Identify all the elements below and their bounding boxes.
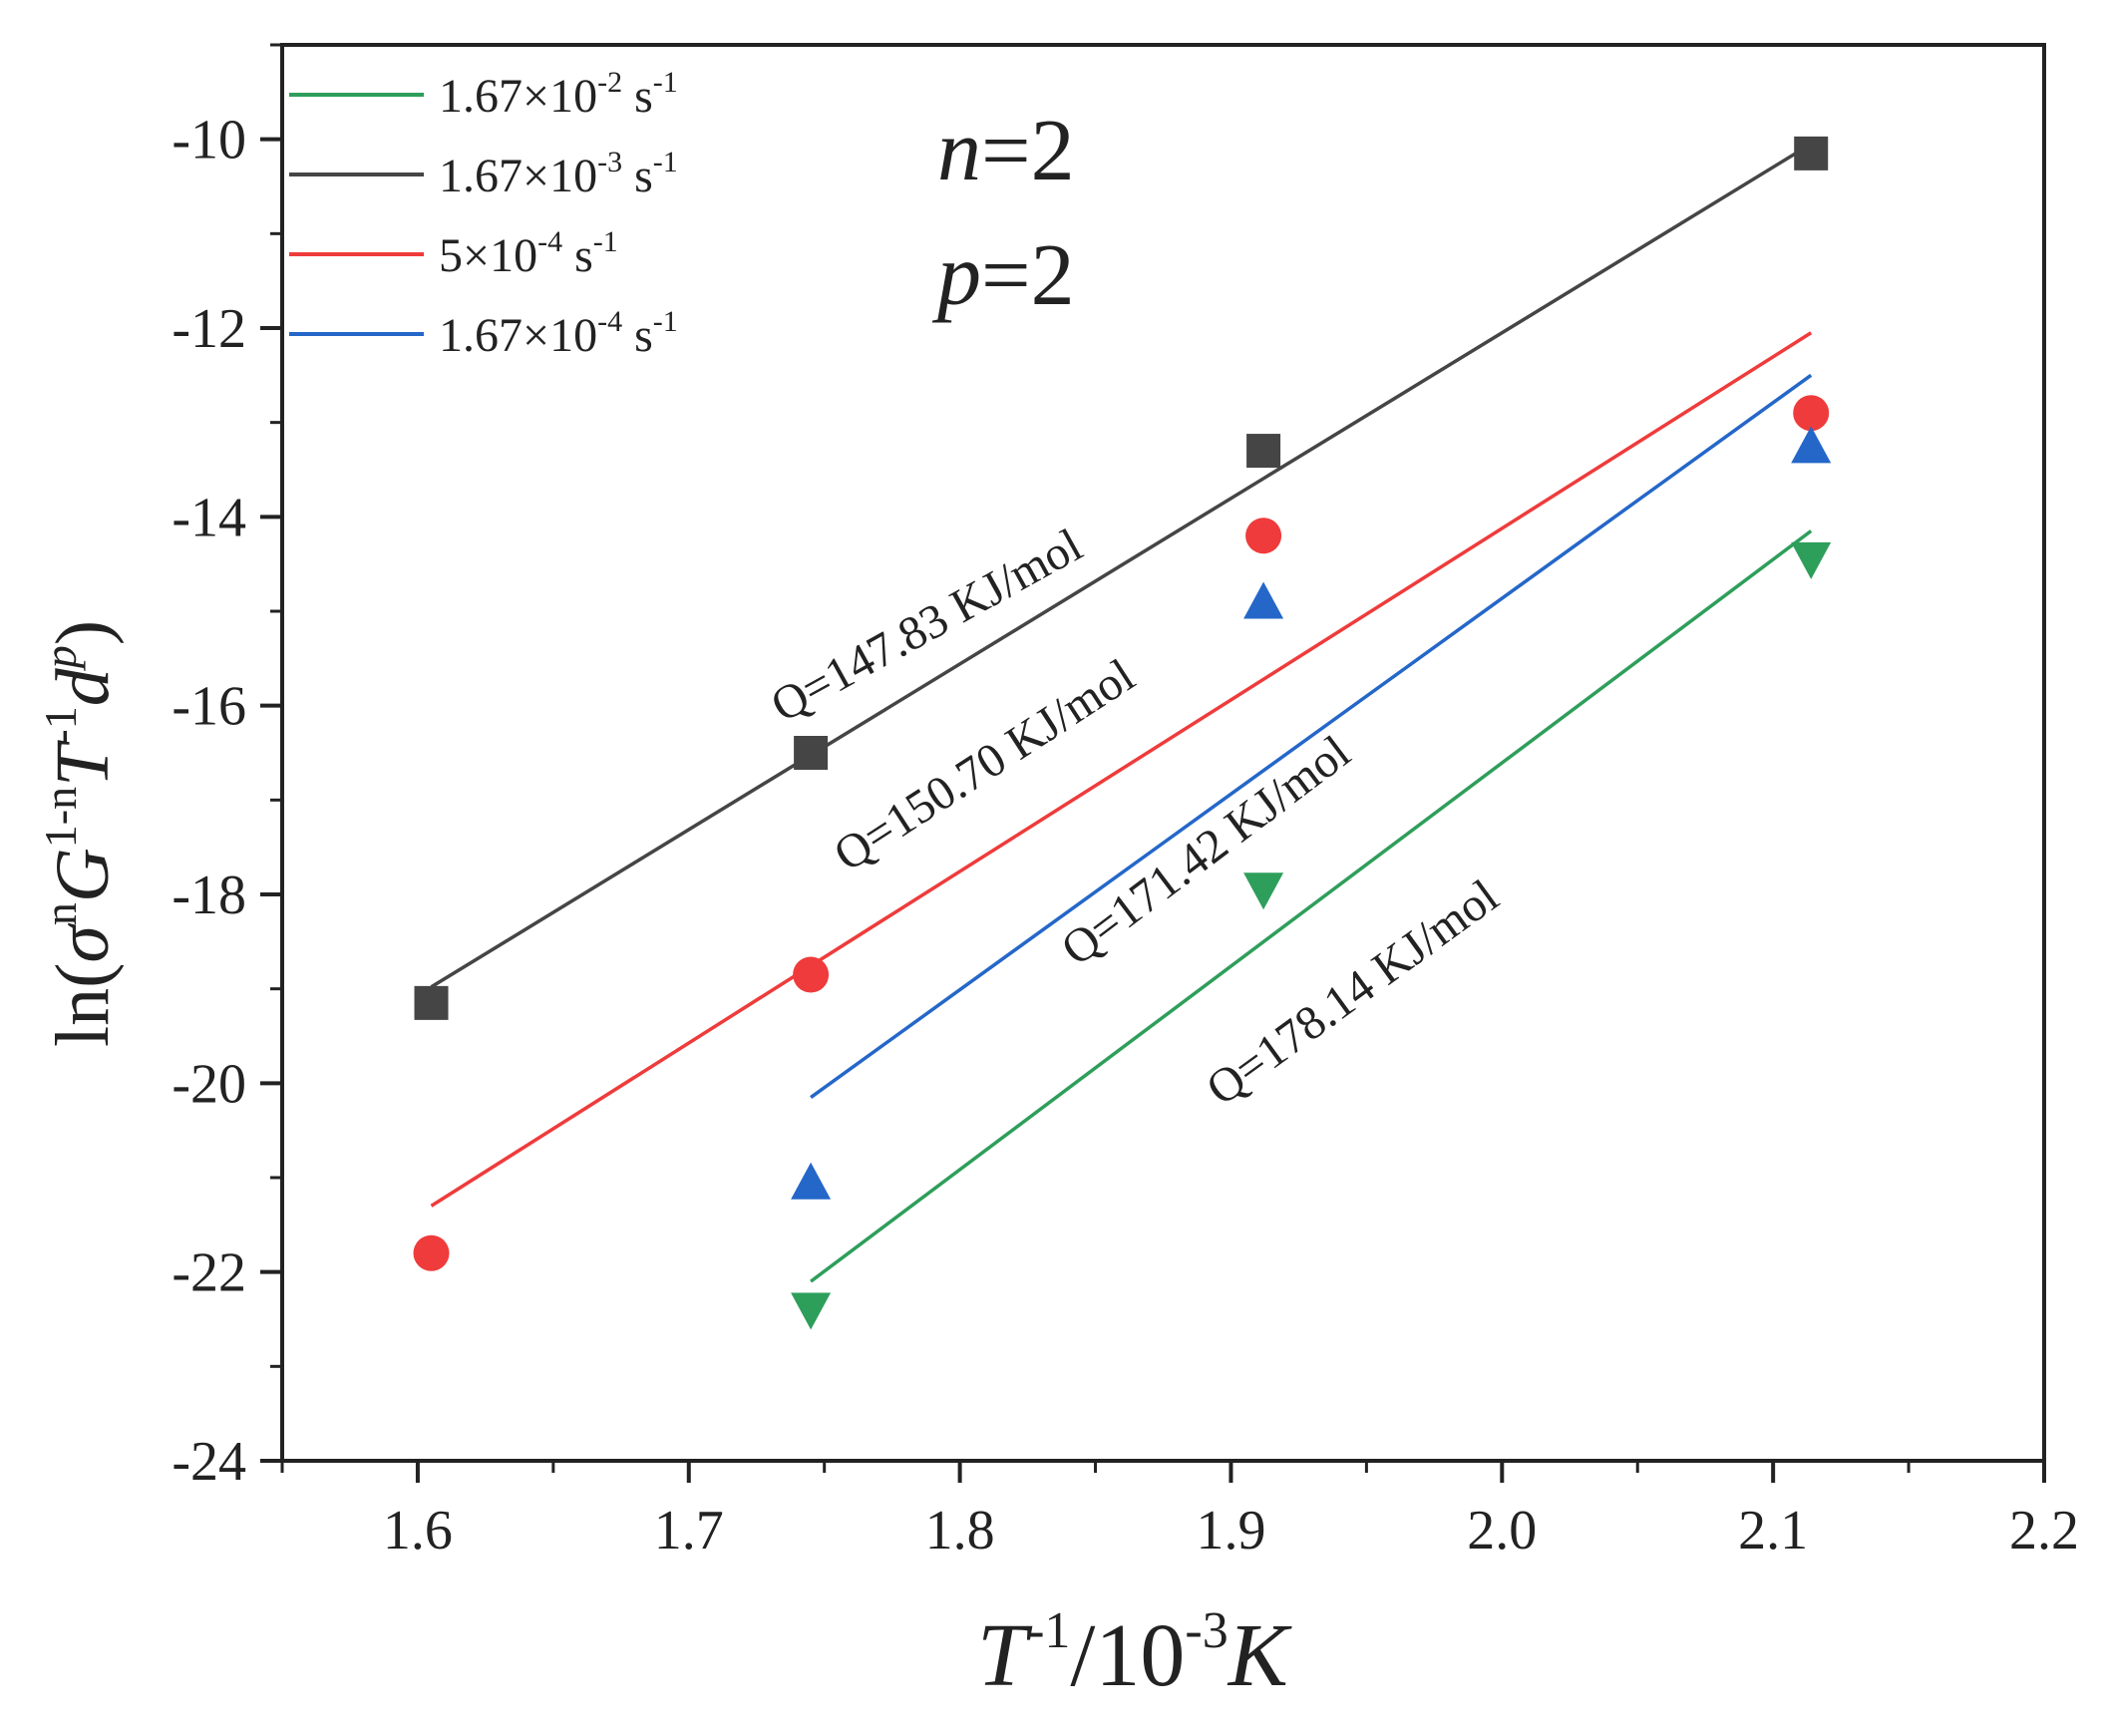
q-label-green: Q=178.14 KJ/mol	[1197, 869, 1508, 1116]
y-title-sup4: p	[35, 645, 86, 671]
param-n: n=2	[937, 103, 1075, 199]
param-p: p=2	[931, 227, 1075, 324]
x-tick-label: 1.7	[654, 1500, 724, 1562]
x-axis-title-rest: /10	[1070, 1606, 1185, 1705]
y-axis-title: ln(σnG1-nT-1dp)	[35, 620, 125, 1047]
data-point-circle	[1245, 518, 1282, 554]
data-point-triangle-up	[1791, 426, 1832, 464]
data-point-square	[1246, 434, 1281, 469]
fit-line	[810, 373, 1813, 1099]
y-tick-label: -16	[172, 676, 246, 738]
param-n-symbol: n	[937, 103, 981, 199]
data-markers	[413, 136, 1832, 1330]
y-tick-label: -20	[172, 1053, 246, 1115]
legend: 1.67×10-2 s-11.67×10-3 s-15×10-4 s-11.67…	[289, 66, 678, 362]
y-title-suffix: )	[41, 620, 125, 645]
x-axis-title-base: T	[977, 1606, 1033, 1705]
fit-lines	[430, 142, 1813, 1283]
axis-ticks: 1.6 1.7 1.8 1.9 2.0 2.1 2.2 -24 -22 -20 -18 -16 -14 -…	[172, 43, 2079, 1562]
fit-line	[430, 142, 1813, 989]
legend-label-unit: s	[622, 70, 653, 123]
x-axis-title-sup: -1	[1027, 1602, 1070, 1659]
y-title-t: T	[41, 740, 125, 787]
legend-label: 1.67×10-3 s-1	[439, 146, 678, 202]
x-tick-label: 1.9	[1196, 1500, 1265, 1562]
y-tick-label: -10	[172, 110, 246, 172]
y-title-sup3: -1	[35, 706, 86, 744]
data-point-triangle-down	[1243, 872, 1284, 910]
legend-label-exponent: -4	[537, 225, 562, 258]
data-point-circle	[793, 956, 830, 993]
x-axis-title-unit: K	[1227, 1606, 1292, 1705]
data-point-square	[414, 985, 449, 1020]
x-tick-label: 2.2	[2009, 1500, 2079, 1562]
y-tick-label: -12	[172, 298, 246, 360]
legend-label: 1.67×10-2 s-1	[439, 66, 678, 123]
x-tick-label: 2.1	[1738, 1500, 1808, 1562]
x-tick-label: 1.6	[383, 1500, 453, 1562]
param-p-value: =2	[981, 227, 1075, 324]
legend-label-unit-exponent: -1	[653, 66, 678, 99]
data-point-circle	[1793, 395, 1830, 432]
y-tick-label: -18	[172, 865, 246, 926]
legend-label-unit-exponent: -1	[593, 225, 618, 258]
data-point-triangle-down	[791, 1292, 832, 1330]
x-axis-title-sup2: -3	[1185, 1602, 1227, 1659]
fit-line	[430, 331, 1813, 1208]
x-tick-label: 2.0	[1467, 1500, 1537, 1562]
x-tick-label: 1.8	[925, 1500, 995, 1562]
y-title-sigma: σ	[41, 923, 125, 963]
y-title-sup1: n	[35, 902, 86, 925]
legend-label-exponent: -2	[597, 66, 622, 99]
param-n-value: =2	[981, 103, 1075, 199]
data-point-triangle-up	[791, 1162, 832, 1200]
legend-label-mantissa: 1.67×10	[439, 309, 597, 362]
y-title-g: G	[41, 848, 125, 902]
legend-label-mantissa: 1.67×10	[439, 70, 597, 123]
y-title-sup2: 1-n	[35, 787, 86, 848]
param-p-symbol: p	[931, 227, 981, 324]
legend-label-unit: s	[562, 229, 593, 282]
plot-frame	[280, 43, 2046, 1463]
y-tick-label: -24	[172, 1431, 246, 1493]
legend-label-unit-exponent: -1	[653, 305, 678, 338]
y-title-d: d	[41, 667, 125, 706]
activation-energy-labels: Q=147.83 KJ/mol Q=150.70 KJ/mol Q=171.42…	[763, 519, 1509, 1116]
data-point-triangle-down	[1791, 541, 1832, 579]
legend-label-mantissa: 5×10	[439, 229, 537, 282]
legend-label: 5×10-4 s-1	[439, 225, 618, 282]
legend-label-unit: s	[622, 309, 653, 362]
legend-label-unit: s	[622, 150, 653, 202]
fit-line	[810, 529, 1813, 1283]
data-point-square	[1794, 136, 1829, 171]
y-tick-label: -22	[172, 1242, 246, 1304]
y-tick-label: -14	[172, 487, 246, 548]
legend-label-exponent: -4	[597, 305, 622, 338]
data-point-triangle-up	[1243, 581, 1284, 619]
data-point-circle	[413, 1234, 450, 1271]
y-title-prefix: ln(	[41, 963, 125, 1047]
legend-label-exponent: -3	[597, 146, 622, 178]
data-point-square	[794, 736, 829, 770]
q-label-blue: Q=171.42 KJ/mol	[1052, 726, 1360, 976]
legend-label: 1.67×10-4 s-1	[439, 305, 678, 362]
legend-label-mantissa: 1.67×10	[439, 150, 597, 202]
x-axis-title: T-1/10-3K	[977, 1602, 1292, 1705]
legend-label-unit-exponent: -1	[653, 146, 678, 178]
